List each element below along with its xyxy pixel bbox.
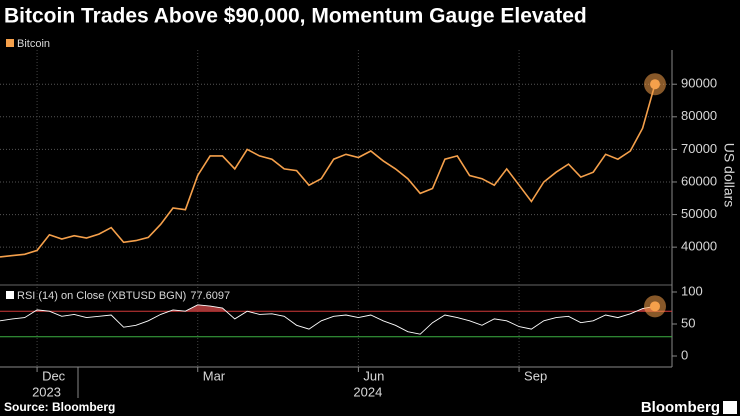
- source: Source: Bloomberg: [4, 400, 115, 414]
- y-tick-label: 80000: [681, 108, 717, 123]
- x-year-label: 2023: [32, 384, 61, 399]
- logo-box: [723, 401, 737, 414]
- y-tick-label: 100: [681, 283, 703, 298]
- y-tick-label: 50: [681, 315, 695, 330]
- y-tick-label: 60000: [681, 173, 717, 188]
- y-tick-label: 50000: [681, 206, 717, 221]
- last-point: [650, 79, 660, 90]
- legend-swatch: [6, 39, 14, 47]
- x-tick-label: Mar: [203, 368, 226, 383]
- rsi-title: RSI (14) on Close (XBTUSD BGN): [17, 290, 186, 302]
- chart-title: Bitcoin Trades Above $90,000, Momentum G…: [4, 5, 587, 28]
- series-line: [0, 304, 656, 335]
- last-point: [650, 301, 660, 312]
- y-tick-label: 70000: [681, 141, 717, 156]
- y-tick-label: 0: [681, 347, 688, 362]
- x-tick-label: Dec: [42, 368, 66, 383]
- x-tick-label: Sep: [524, 368, 547, 383]
- rsi-legend-swatch: [6, 291, 14, 299]
- x-tick-label: Jun: [363, 368, 384, 383]
- x-year-label: 2024: [353, 384, 382, 399]
- y-tick-label: 90000: [681, 76, 717, 91]
- rsi-last-value: 77.6097: [190, 290, 230, 302]
- legend-label: Bitcoin: [17, 38, 50, 50]
- y-tick-label: 40000: [681, 239, 717, 254]
- y-axis-label: US dollars: [721, 143, 737, 208]
- logo: Bloomberg: [641, 399, 720, 416]
- series-line: [0, 83, 656, 258]
